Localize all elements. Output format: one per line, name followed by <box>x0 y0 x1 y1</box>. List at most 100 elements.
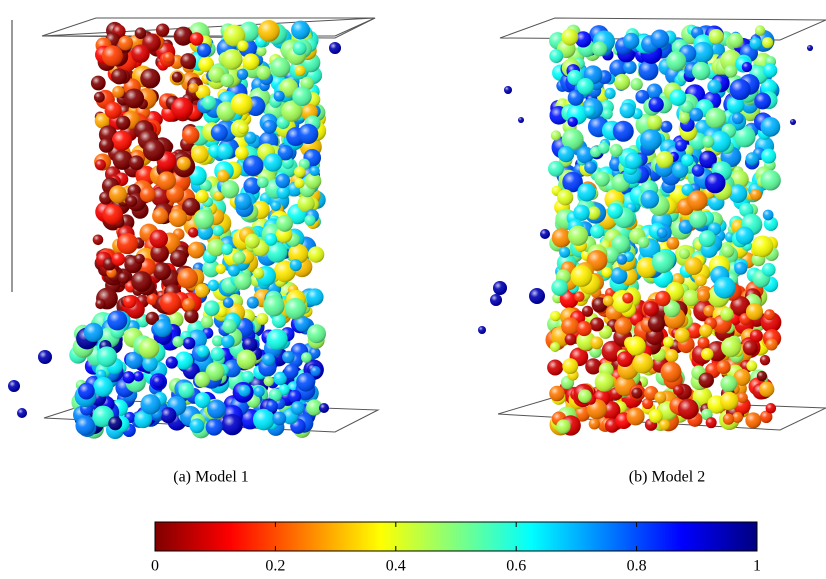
particle-shade <box>307 246 325 263</box>
particle-shade <box>292 86 312 107</box>
particle-shade <box>659 419 670 431</box>
particle-shade <box>660 120 673 133</box>
particle-shade <box>557 145 575 163</box>
particle-shade <box>635 89 650 104</box>
particle-shade <box>122 371 135 384</box>
particle-shade <box>263 153 283 172</box>
particle-shade <box>604 87 616 99</box>
particle-shade <box>648 96 664 113</box>
particle-shade <box>241 370 254 383</box>
tick-label: 0 <box>151 558 159 575</box>
particle-shade <box>188 82 199 93</box>
particle-shade <box>551 228 572 248</box>
particle-shade <box>157 171 176 191</box>
particle-shade <box>654 391 667 404</box>
particle-shade <box>749 37 762 50</box>
particle-shade <box>764 309 776 321</box>
particle-shade <box>493 281 507 295</box>
particle-shade <box>78 382 95 400</box>
particle-shade <box>713 276 736 299</box>
colorbar-axis: 0 0.2 0.4 0.6 0.8 1 <box>151 522 761 575</box>
particle-shade <box>761 262 776 277</box>
particle-shade <box>152 375 165 389</box>
particle-shade <box>592 41 608 57</box>
particle-shade <box>94 113 111 129</box>
particle-shade <box>235 146 249 160</box>
particle-shade <box>309 347 321 359</box>
particle-shade <box>256 312 269 325</box>
particle-shade <box>559 246 571 258</box>
particle-shade <box>184 308 199 324</box>
particle-shade <box>212 224 224 237</box>
particle-shade <box>96 346 117 367</box>
particle-shade <box>263 295 285 317</box>
particle-shade <box>567 116 578 128</box>
particle-shade <box>637 236 650 248</box>
particle-shade <box>518 117 524 123</box>
particles <box>8 20 813 440</box>
particle-shade <box>207 399 227 419</box>
particle-shade <box>602 295 614 307</box>
particle-shade <box>291 20 310 40</box>
particle-shade <box>258 20 280 42</box>
particle-shade <box>309 165 320 177</box>
particle-shade <box>242 336 258 353</box>
tick-label: 0.6 <box>506 558 526 575</box>
particle-shade <box>650 29 670 49</box>
particle-shade <box>678 248 690 260</box>
particle-shade <box>292 41 307 56</box>
particle-shade <box>194 283 210 298</box>
particle-shade <box>540 229 550 239</box>
particle-shade <box>210 346 225 362</box>
particle-shade <box>549 49 564 64</box>
particle-shade <box>550 310 561 322</box>
particle-shade <box>756 370 768 382</box>
particle-shade <box>529 288 545 304</box>
particle-shade <box>567 89 584 106</box>
particle-shade <box>734 261 748 275</box>
particle-shade <box>131 44 150 63</box>
particle-shade <box>296 372 316 392</box>
particle-shade <box>716 360 731 375</box>
particle-shade <box>616 351 633 368</box>
tick-label: 1 <box>753 558 761 575</box>
particle-shade <box>17 408 27 418</box>
particle-shade <box>561 28 579 46</box>
particle-shade <box>276 215 293 232</box>
particle-shade <box>234 272 252 290</box>
particle-shade <box>589 317 605 332</box>
particle-shade <box>587 206 601 220</box>
particle-shade <box>277 144 294 161</box>
particle-shade <box>673 384 684 396</box>
particle-shade <box>145 311 159 325</box>
particle-shade <box>194 371 211 388</box>
particle-shade <box>697 336 710 349</box>
tick-label: 0.2 <box>265 558 285 575</box>
particle-shade <box>221 48 243 70</box>
particle-shade <box>751 235 774 258</box>
particle-shade <box>745 412 762 429</box>
particle-shade <box>731 411 743 423</box>
particle-shade <box>745 303 764 321</box>
particle-shade <box>562 358 579 375</box>
particle-shade <box>182 297 196 312</box>
particle-shade <box>730 295 751 316</box>
particle-shade <box>609 59 628 78</box>
particle-shade <box>672 161 689 179</box>
particle-shade <box>623 32 640 49</box>
particle-shade <box>590 336 604 350</box>
particle-shade <box>765 403 777 414</box>
particle-shade <box>656 227 668 239</box>
particle-shade <box>567 69 583 86</box>
particle-shade <box>660 361 682 383</box>
particle-shade <box>118 272 130 284</box>
particle-shade <box>741 61 753 73</box>
particle-shade <box>149 229 168 249</box>
particle-shade <box>288 243 309 264</box>
particle-shade <box>232 251 246 265</box>
particle-shade <box>294 166 306 178</box>
caption: (b) Model 2 <box>629 469 705 486</box>
particle-shade <box>171 71 183 83</box>
particle-shade <box>669 89 687 106</box>
particle-shade <box>698 230 716 248</box>
